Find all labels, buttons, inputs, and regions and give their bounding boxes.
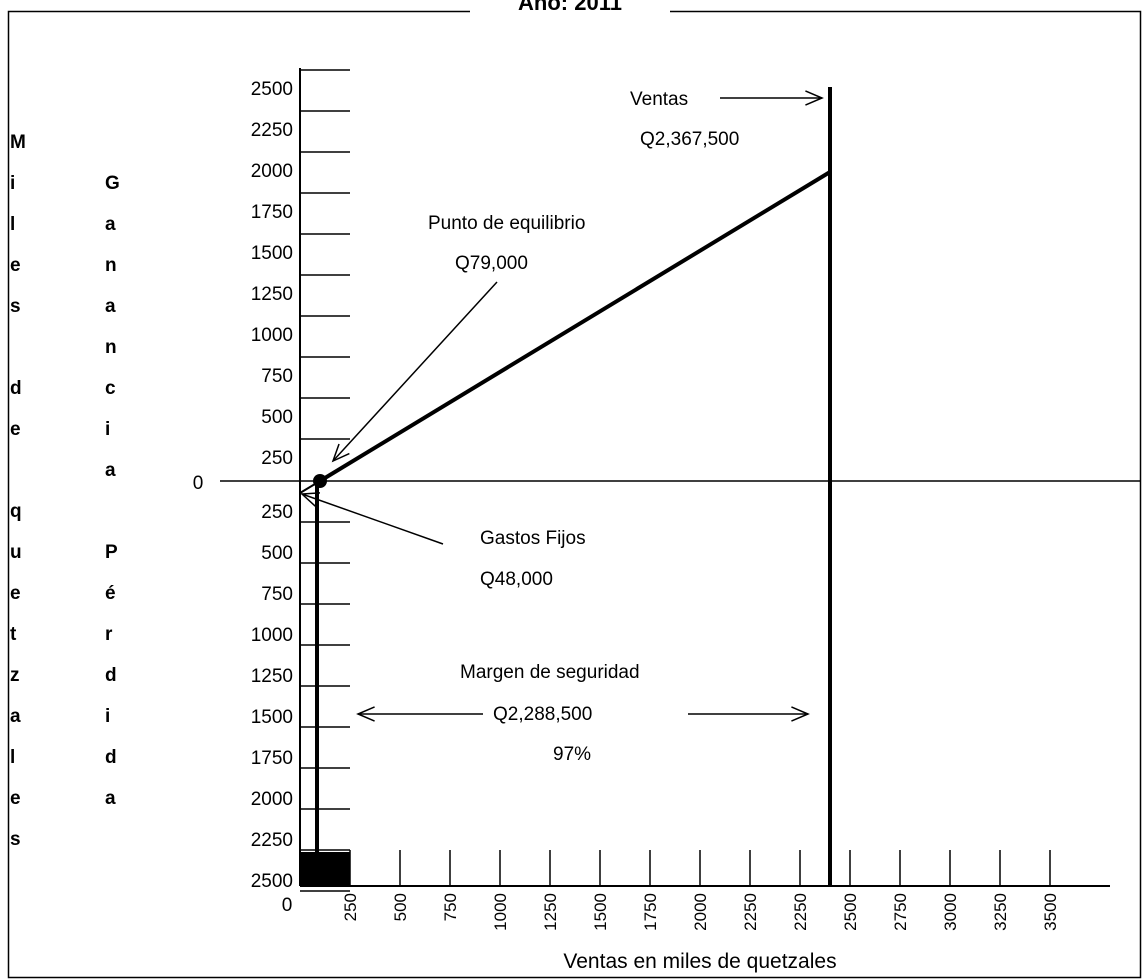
y-title-letter: e	[10, 788, 21, 809]
y-tick-label-gain: 250	[261, 448, 293, 469]
loss-title-letter: a	[105, 788, 116, 809]
y-title-letter: s	[10, 296, 21, 317]
y-tick-label-loss: 750	[261, 584, 293, 605]
y-tick-label-gain: 750	[261, 366, 293, 387]
x-tick-label: 3500	[1041, 893, 1060, 931]
loss-title-letter: d	[105, 747, 117, 768]
fixed-costs-arrow-head	[300, 492, 321, 507]
x-tick-label: 2250	[791, 893, 810, 931]
x-zero-label: 0	[282, 895, 293, 916]
x-tick-label: 750	[441, 893, 460, 921]
y-tick-label-loss: 1500	[251, 707, 293, 728]
y-tick-label-gain: 1000	[251, 325, 293, 346]
tick-marks	[300, 69, 1051, 892]
ventas-label: Ventas	[630, 89, 688, 110]
y-tick-label-gain: 500	[261, 407, 293, 428]
y-title-letter: z	[10, 665, 20, 686]
x-tick-label: 2750	[891, 893, 910, 931]
y-title-letter: l	[10, 214, 15, 235]
gain-title-letter: G	[105, 173, 120, 194]
y-tick-label-loss: 1250	[251, 666, 293, 687]
loss-title-letter: d	[105, 665, 117, 686]
y-title-letter: e	[10, 255, 21, 276]
gain-title-letter: a	[105, 460, 116, 481]
break-even-arrow	[332, 281, 498, 462]
fixed-costs-value: Q48,000	[480, 569, 553, 590]
origin-label: 0	[193, 473, 204, 494]
y-tick-label-gain: 2000	[251, 161, 293, 182]
safety-margin-label: Margen de seguridad	[460, 662, 640, 683]
y-tick-label-loss: 2500	[251, 871, 293, 892]
x-tick-label: 500	[391, 893, 410, 921]
gain-title-letter: a	[105, 214, 116, 235]
y-title-letter: a	[10, 706, 21, 727]
gain-title-letter: a	[105, 296, 116, 317]
y-tick-label-gain: 2500	[251, 79, 293, 100]
x-tick-label: 2000	[691, 893, 710, 931]
x-tick-label: 2500	[841, 893, 860, 931]
safety-margin-arrow-right-head	[791, 706, 810, 722]
tick-labels: 2500225020001750150012501000750500250250…	[193, 79, 1060, 931]
fixed-costs-arrow	[301, 493, 444, 545]
fixed-costs-label: Gastos Fijos	[480, 528, 586, 549]
x-tick-label: 250	[341, 893, 360, 921]
y-tick-label-loss: 500	[261, 543, 293, 564]
y-tick-label-gain: 1750	[251, 202, 293, 223]
fixed-costs-block	[300, 852, 350, 886]
gain-title-letter: i	[105, 419, 110, 440]
x-tick-label: 1500	[591, 893, 610, 931]
loss-title-letter: i	[105, 706, 110, 727]
chart-title: Año: 2011	[518, 0, 622, 15]
annotations: Ventas Q2,367,500 Punto de equilibrio Q7…	[300, 89, 824, 765]
break-even-arrow-head	[331, 443, 350, 463]
y-title-letter: e	[10, 583, 21, 604]
gain-title-letter: n	[105, 337, 117, 358]
y-tick-label-loss: 1750	[251, 748, 293, 769]
x-tick-label: 2250	[741, 893, 760, 931]
x-axis-title: Ventas en miles de quetzales	[563, 950, 836, 973]
loss-title-letter: é	[105, 583, 116, 604]
y-tick-label-loss: 2250	[251, 830, 293, 851]
profit-line	[318, 170, 832, 483]
safety-margin-percent: 97%	[553, 744, 591, 765]
y-tick-label-loss: 1000	[251, 625, 293, 646]
y-title-letter: e	[10, 419, 21, 440]
y-title-letter: u	[10, 542, 22, 563]
x-tick-label: 3000	[941, 893, 960, 931]
y-title-letter: d	[10, 378, 22, 399]
break-even-label: Punto de equilibrio	[428, 213, 585, 234]
series	[299, 87, 832, 886]
chart-frame	[7, 10, 1142, 979]
x-tick-label: 1250	[541, 893, 560, 931]
safety-margin-value: Q2,288,500	[493, 704, 592, 725]
y-tick-label-gain: 2250	[251, 120, 293, 141]
y-tick-label-gain: 1500	[251, 243, 293, 264]
ventas-arrow-head	[805, 90, 824, 106]
y-title-letter: t	[10, 624, 17, 645]
break-even-point	[313, 474, 327, 488]
gain-title-letter: n	[105, 255, 117, 276]
y-title-letter: l	[10, 747, 15, 768]
y-title-letter: i	[10, 173, 15, 194]
safety-margin-arrow-left-head	[356, 706, 375, 722]
ventas-value: Q2,367,500	[640, 129, 739, 150]
gain-title-letter: c	[105, 378, 116, 399]
x-tick-label: 1750	[641, 893, 660, 931]
x-tick-label: 3250	[991, 893, 1010, 931]
y-title-letter: s	[10, 829, 21, 850]
break-even-value: Q79,000	[455, 253, 528, 274]
y-title-letter: M	[10, 132, 26, 153]
x-tick-label: 1000	[491, 893, 510, 931]
y-tick-label-loss: 2000	[251, 789, 293, 810]
loss-title-letter: r	[105, 624, 113, 645]
y-tick-label-gain: 1250	[251, 284, 293, 305]
y-title-letter: q	[10, 501, 22, 522]
loss-title-letter: P	[105, 542, 118, 563]
axes	[220, 68, 1141, 887]
y-tick-label-loss: 250	[261, 502, 293, 523]
